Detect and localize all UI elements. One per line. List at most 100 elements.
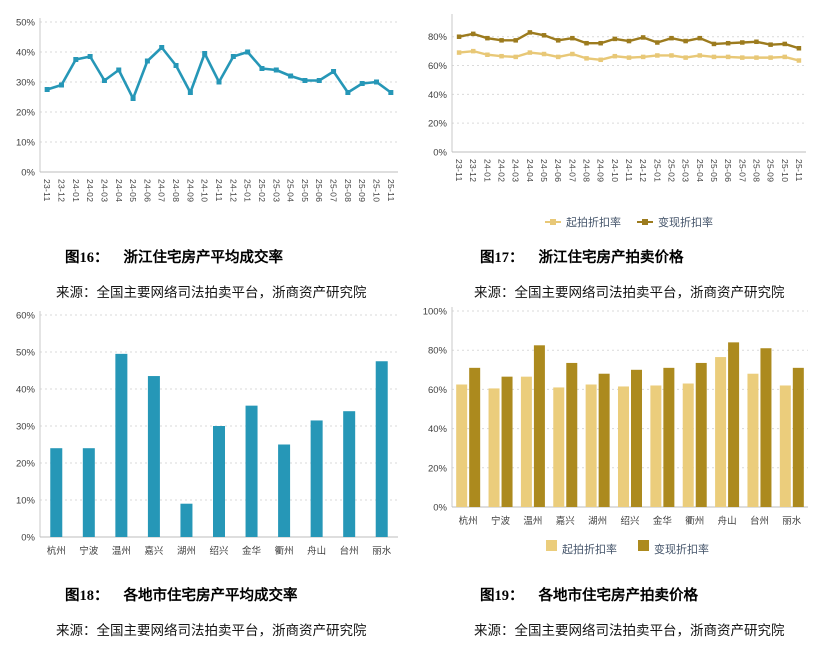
- svg-text:25-11: 25-11: [794, 159, 804, 182]
- series-bars-0: [456, 357, 791, 507]
- figure-19-caption-title: 各地市住宅房产拍卖价格: [538, 588, 699, 604]
- svg-text:24-09: 24-09: [596, 159, 606, 182]
- figure-17-caption-title: 浙江住宅房产拍卖价格: [538, 250, 684, 266]
- svg-text:24-11: 24-11: [214, 179, 224, 202]
- svg-text:25-09: 25-09: [766, 159, 776, 182]
- svg-text:绍兴: 绍兴: [620, 515, 639, 527]
- svg-text:衢州: 衢州: [275, 545, 294, 557]
- legend-square-marker: [550, 219, 556, 225]
- figure-19-caption: 图19： 各地市住宅房产拍卖价格: [480, 584, 698, 605]
- svg-text:0%: 0%: [433, 503, 447, 514]
- svg-text:20%: 20%: [16, 459, 36, 470]
- svg-text:24-07: 24-07: [157, 179, 167, 202]
- legend-swatch: [638, 540, 649, 551]
- svg-text:舟山: 舟山: [718, 515, 737, 527]
- svg-text:30%: 30%: [16, 422, 36, 433]
- series-bars-1: [469, 342, 804, 507]
- chart-cities-auction-price-bars: 0% 20% 40% 60% 80% 100% 杭州 宁波 温州 嘉兴 湖州 绍兴 金华 衢州 舟山 台州 丽水…: [423, 307, 808, 556]
- svg-text:24-10: 24-10: [200, 179, 210, 202]
- svg-text:25-05: 25-05: [709, 159, 719, 182]
- svg-text:25-03: 25-03: [271, 179, 281, 202]
- svg-text:湖州: 湖州: [177, 546, 196, 557]
- svg-text:宁波: 宁波: [491, 515, 511, 527]
- figure-18-caption-title: 各地市住宅房产平均成交率: [123, 588, 298, 604]
- legend-label: 起拍折扣率: [562, 542, 617, 556]
- legend-label: 起拍折扣率: [566, 215, 621, 229]
- svg-text:24-09: 24-09: [185, 179, 195, 202]
- svg-text:24-03: 24-03: [99, 179, 109, 202]
- svg-text:25-02: 25-02: [257, 179, 267, 202]
- chart-zhejiang-auction-price-line: 0%20%40%60%80%23-11 23-12 24-01 24-02 24-03 2…: [428, 14, 806, 229]
- svg-text:24-11: 24-11: [624, 159, 634, 182]
- figure-17: 0% 20% 40% 60% 80% 23-11 23-12 24-01 24-02 24-03 2…: [416, 6, 816, 302]
- svg-text:温州: 温州: [523, 516, 542, 527]
- svg-text:40%: 40%: [428, 424, 448, 435]
- legend-label: 变现折扣率: [654, 542, 709, 556]
- svg-text:湖州: 湖州: [588, 516, 607, 527]
- svg-text:24-04: 24-04: [525, 159, 535, 182]
- gridlines: [452, 36, 806, 124]
- legend-swatch: [546, 540, 557, 551]
- svg-text:宁波: 宁波: [79, 545, 99, 557]
- figure-18-caption: 图18： 各地市住宅房产平均成交率: [65, 584, 298, 605]
- svg-text:25-06: 25-06: [723, 159, 733, 182]
- svg-text:24-02: 24-02: [497, 159, 507, 182]
- svg-text:金华: 金华: [242, 545, 262, 557]
- svg-text:60%: 60%: [428, 385, 448, 396]
- figure-18-caption-label: 图18：: [65, 588, 109, 604]
- figure-18-source: 来源：全国主要网络司法拍卖平台，浙商资产研究院: [56, 623, 367, 638]
- series-line-0: [456, 48, 802, 63]
- svg-text:20%: 20%: [16, 108, 36, 119]
- svg-text:10%: 10%: [16, 138, 36, 149]
- svg-text:24-03: 24-03: [511, 159, 521, 182]
- svg-text:嘉兴: 嘉兴: [556, 515, 575, 527]
- svg-text:23-11: 23-11: [454, 159, 464, 182]
- series-bars-0: [50, 353, 388, 537]
- svg-text:25-01: 25-01: [652, 159, 662, 182]
- x-axis-labels: 杭州 宁波 温州 嘉兴 湖州 绍兴 金华 衢州 舟山 台州 丽水: [459, 515, 802, 527]
- figure-16-caption-title: 浙江住宅房产平均成交率: [123, 250, 284, 266]
- svg-text:25-11: 25-11: [386, 179, 396, 202]
- figure-16: 0% 10% 20% 30% 40% 50% 23-11 23-12 24-01 24-02 24-…: [8, 6, 408, 302]
- svg-text:25-06: 25-06: [314, 179, 324, 202]
- figure-16-source: 来源：全国主要网络司法拍卖平台，浙商资产研究院: [56, 285, 367, 300]
- svg-text:0%: 0%: [21, 168, 35, 179]
- svg-text:24-12: 24-12: [228, 179, 238, 202]
- series-line-0: [44, 45, 394, 101]
- svg-text:绍兴: 绍兴: [209, 545, 228, 557]
- figure-17-caption: 图17： 浙江住宅房产拍卖价格: [480, 246, 684, 267]
- svg-text:25-05: 25-05: [300, 179, 310, 202]
- svg-text:24-04: 24-04: [114, 179, 124, 202]
- svg-text:丽水: 丽水: [782, 515, 802, 527]
- svg-text:25-07: 25-07: [329, 179, 339, 202]
- svg-text:25-10: 25-10: [372, 179, 382, 202]
- svg-text:50%: 50%: [16, 18, 36, 29]
- figure-17-caption-label: 图17：: [480, 250, 524, 266]
- svg-text:金华: 金华: [653, 515, 673, 527]
- svg-text:杭州: 杭州: [47, 545, 66, 557]
- svg-text:40%: 40%: [16, 385, 36, 396]
- svg-text:台州: 台州: [340, 545, 359, 557]
- svg-text:80%: 80%: [428, 346, 448, 357]
- legend-label: 变现折扣率: [658, 215, 713, 229]
- x-axis-labels: 杭州 宁波 温州 嘉兴 湖州 绍兴 金华 衢州 舟山 台州 丽水: [47, 545, 392, 557]
- legend: 起拍折扣率 变现折扣率: [546, 540, 709, 556]
- svg-text:0%: 0%: [433, 148, 447, 159]
- svg-text:24-08: 24-08: [171, 179, 181, 202]
- svg-text:衢州: 衢州: [685, 515, 704, 527]
- figure-16-caption: 图16： 浙江住宅房产平均成交率: [65, 246, 283, 267]
- y-axis-labels: 0% 20% 40% 60% 80%: [428, 32, 448, 158]
- svg-text:嘉兴: 嘉兴: [144, 545, 163, 557]
- chart-cities-transaction-rate-bars: 0% 10% 20% 30% 40% 50% 60% 杭州 宁波 温州 嘉兴 湖州 绍兴 金华 衢州 舟山 台州…: [16, 311, 398, 557]
- svg-text:40%: 40%: [428, 90, 448, 101]
- svg-text:60%: 60%: [16, 311, 36, 322]
- svg-text:50%: 50%: [16, 348, 36, 359]
- svg-text:24-10: 24-10: [610, 159, 620, 182]
- svg-text:25-04: 25-04: [695, 159, 705, 182]
- y-axis-labels: 0% 20% 40% 60% 80% 100%: [423, 307, 448, 514]
- svg-text:杭州: 杭州: [459, 515, 478, 527]
- svg-text:25-08: 25-08: [343, 179, 353, 202]
- svg-text:10%: 10%: [16, 496, 36, 507]
- figure-19-caption-label: 图19：: [480, 588, 524, 604]
- legend: 起拍折扣率 变现折扣率: [545, 215, 713, 229]
